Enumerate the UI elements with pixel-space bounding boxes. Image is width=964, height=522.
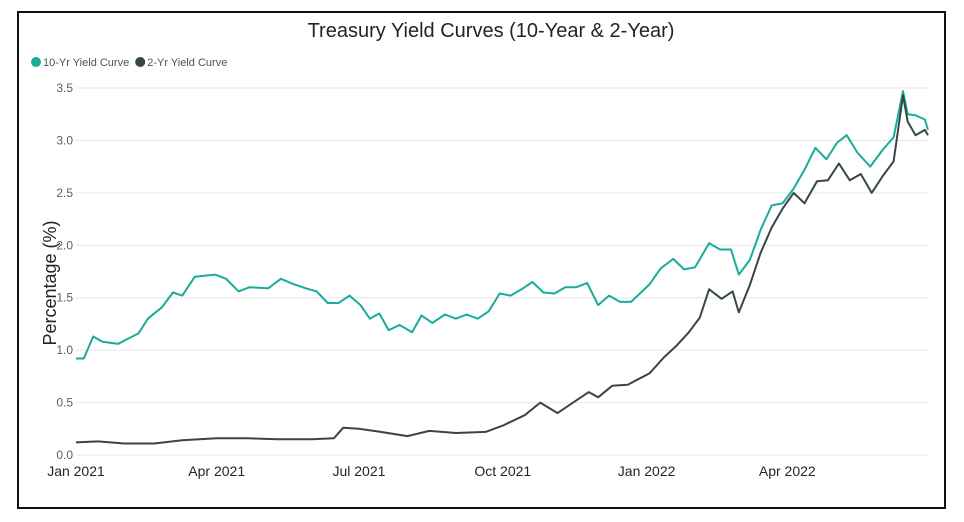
series-lines — [75, 90, 929, 445]
x-tick-label: Jul 2021 — [332, 463, 385, 479]
y-tick-label: 1.0 — [56, 343, 73, 357]
x-tick-label: Apr 2021 — [188, 463, 245, 479]
y-tick-label: 0.0 — [56, 448, 73, 462]
y-tick-label: 0.5 — [56, 396, 73, 410]
legend: 10-Yr Yield Curve 2-Yr Yield Curve — [31, 57, 227, 69]
legend-marker — [31, 57, 41, 67]
y-axis-ticks: 0.0 0.5 1.0 1.5 2.0 2.5 3.0 3.5 — [56, 81, 73, 462]
x-tick-label: Jan 2022 — [618, 463, 676, 479]
grid — [76, 87, 928, 456]
y-tick-label: 3.5 — [56, 81, 73, 95]
y-tick-label: 2.5 — [56, 186, 73, 200]
series-line-2yr — [75, 94, 929, 445]
x-tick-label: Oct 2021 — [474, 463, 531, 479]
x-tick-label: Jan 2021 — [47, 463, 105, 479]
chart-svg: Treasury Yield Curves (10-Year & 2-Year)… — [31, 20, 929, 479]
x-axis-ticks: Jan 2021 Apr 2021 Jul 2021 Oct 2021 Jan 2022… — [47, 463, 816, 479]
legend-label: 2-Yr Yield Curve — [147, 57, 227, 69]
chart-frame: Treasury Yield Curves (10-Year & 2-Year)… — [17, 11, 946, 509]
y-tick-label: 1.5 — [56, 291, 73, 305]
series-line-10yr — [76, 90, 929, 360]
y-tick-label: 2.0 — [56, 238, 73, 252]
y-axis-label: Percentage (%) — [40, 220, 60, 345]
legend-label: 10-Yr Yield Curve — [43, 57, 129, 69]
y-tick-label: 3.0 — [56, 133, 73, 147]
legend-marker — [135, 57, 146, 67]
x-tick-label: Apr 2022 — [759, 463, 816, 479]
chart-title: Treasury Yield Curves (10-Year & 2-Year) — [308, 20, 675, 42]
